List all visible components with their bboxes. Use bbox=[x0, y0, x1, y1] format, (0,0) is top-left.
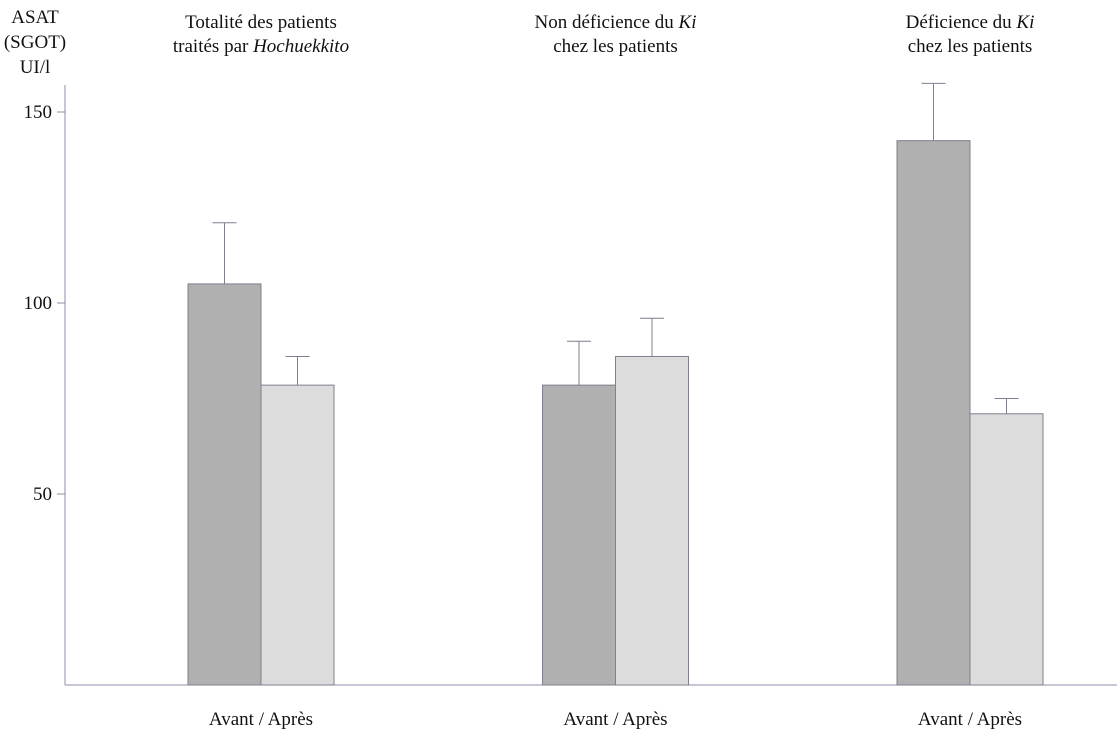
group-title-segment: Déficience du bbox=[906, 12, 1017, 33]
y-tick-label: 50 bbox=[33, 484, 52, 505]
x-axis-labels: Avant / Après Avant / Après Avant / Après bbox=[209, 709, 1022, 730]
group-title-line: chez les patients bbox=[553, 36, 678, 57]
x-category-label: Avant / Après bbox=[209, 709, 313, 730]
bar-apres bbox=[260, 384, 335, 686]
x-category-label: Avant / Après bbox=[563, 709, 667, 730]
group-title-segment: Totalité des patients bbox=[185, 12, 337, 33]
group-title-segment: Ki bbox=[1015, 12, 1034, 33]
group-title-line: Déficience du Ki bbox=[906, 12, 1035, 33]
group-title-segment: Non déficience du bbox=[535, 12, 679, 33]
group-title-line: Non déficience du Ki bbox=[535, 12, 697, 33]
group-title-line: Totalité des patients bbox=[185, 12, 337, 33]
bar-apres bbox=[969, 413, 1044, 686]
y-axis-title-line: (SGOT) bbox=[4, 32, 66, 53]
y-tick-label: 100 bbox=[24, 293, 53, 314]
y-axis-title: ASAT (SGOT) UI/l bbox=[4, 7, 66, 78]
group-title-segment: chez les patients bbox=[908, 36, 1033, 57]
bars-layer bbox=[187, 82, 1044, 686]
y-axis-title-line: UI/l bbox=[20, 57, 51, 78]
y-axis-ticks: 50 100 150 bbox=[24, 102, 65, 505]
x-category-label: Avant / Après bbox=[918, 709, 1022, 730]
bar-apres bbox=[615, 355, 689, 686]
group-titles: Totalité des patients traités par Hochuek… bbox=[173, 12, 1034, 57]
group-title-segment: traités par bbox=[173, 36, 253, 57]
group-title-segment: Hochuekkito bbox=[252, 36, 349, 57]
group-title-segment: Ki bbox=[678, 12, 697, 33]
bar-avant bbox=[187, 283, 262, 686]
bar-avant bbox=[896, 140, 971, 686]
group-title-line: chez les patients bbox=[908, 36, 1033, 57]
group-title-segment: chez les patients bbox=[553, 36, 678, 57]
y-axis-title-line: ASAT bbox=[11, 7, 59, 28]
y-tick-label: 150 bbox=[24, 102, 53, 123]
group-title-line: traités par Hochuekkito bbox=[173, 36, 349, 57]
bar-avant bbox=[542, 384, 616, 686]
